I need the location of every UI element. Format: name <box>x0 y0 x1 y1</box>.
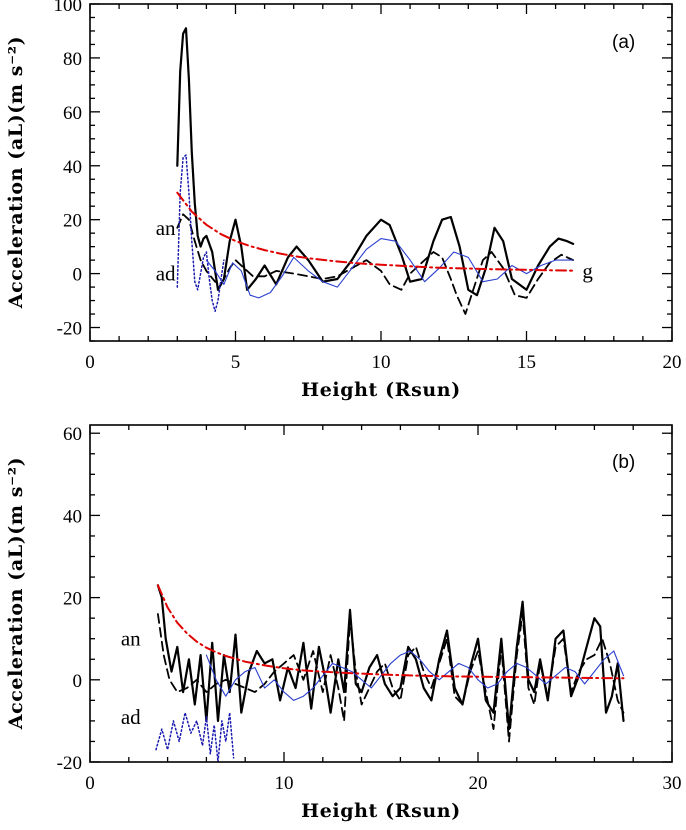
panel-b-label: (b) <box>612 452 635 473</box>
panel-a-annotation-ad: ad <box>156 262 176 286</box>
panel-b-series-3 <box>205 650 625 701</box>
panel-a-ytick-label-5: 80 <box>63 49 82 70</box>
panel-b-ytick-label-4: 60 <box>63 424 82 445</box>
panel-b-frame <box>89 424 673 763</box>
panel-b-xtick-label-3: 30 <box>663 773 682 794</box>
panel-a-series-0 <box>176 27 575 297</box>
panel-b-xtick-label-2: 20 <box>469 773 488 794</box>
panel-a-ytick-label-4: 60 <box>63 103 82 124</box>
panel-a-label: (a) <box>612 32 635 53</box>
panel-b-xlabel: Height (Rsun) <box>301 800 461 822</box>
panel-b-ytick-label-2: 20 <box>63 589 82 610</box>
panel-a-xtick-label-2: 10 <box>372 352 391 373</box>
panel-a-xtick-label-3: 15 <box>517 352 536 373</box>
panel-b-annotation-ad: ad <box>121 705 141 729</box>
panel-a-ytick-label-3: 40 <box>63 157 82 178</box>
panel-a-ytick-label-1: 0 <box>73 265 83 286</box>
panel-a-ylabel: Acceleration (aL)(m s⁻²) <box>5 36 27 310</box>
panel-a-ytick-label-2: 20 <box>63 211 82 232</box>
panel-a-annotation-g: g <box>582 259 593 283</box>
panel-a-xtick-label-0: 0 <box>85 352 95 373</box>
panel-b-series-1 <box>156 613 625 743</box>
panel-b-ytick-label-3: 40 <box>63 506 82 527</box>
panel-a-xtick-label-4: 20 <box>663 352 682 373</box>
panel-a-ytick-label-6: 100 <box>54 0 83 16</box>
panel-a-ytick-label-0: -20 <box>57 319 82 340</box>
panel-a-annotation-an: an <box>156 216 176 240</box>
panel-a-series-3 <box>205 238 574 299</box>
panel-b-series-4 <box>156 584 625 680</box>
panel-b-xtick-label-1: 10 <box>275 773 294 794</box>
panel-a-frame <box>89 3 673 342</box>
panel-b-ylabel: Acceleration (aL)(m s⁻²) <box>5 457 27 731</box>
panel-b-annotation-an: an <box>121 627 141 651</box>
panel-a-series-4 <box>176 191 575 272</box>
panel-a-xtick-label-1: 5 <box>231 352 241 373</box>
panel-a-xlabel: Height (Rsun) <box>301 379 461 401</box>
panel-b-ytick-label-0: -20 <box>57 753 82 774</box>
panel-b-series-2 <box>155 711 235 762</box>
panel-b-ytick-label-1: 0 <box>73 671 83 692</box>
panel-b-xtick-label-0: 0 <box>85 773 95 794</box>
panel-a-series-2 <box>176 154 225 313</box>
